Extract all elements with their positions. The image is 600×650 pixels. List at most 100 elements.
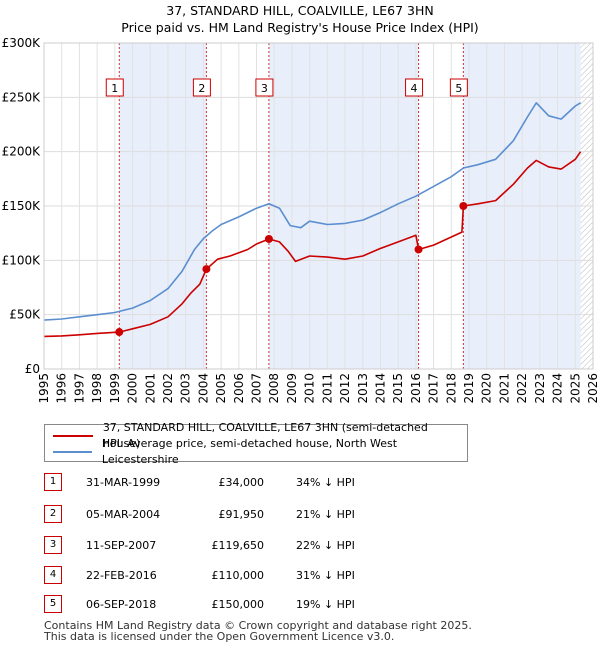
sale-row: 3 11-SEP-2007 £119,650 22% ↓ HPI: [44, 536, 444, 554]
sale-label-frame: [405, 78, 424, 97]
sale-number: 5: [44, 595, 62, 613]
sale-number: 2: [44, 505, 62, 523]
sale-label-box: 2: [192, 78, 211, 97]
sale-date: 05-MAR-2004: [86, 508, 161, 521]
sale-number: 3: [44, 536, 62, 554]
sale-marker: [414, 245, 423, 254]
y-tick-label: £0: [25, 362, 40, 376]
hpi-line: [43, 102, 582, 321]
x-tick-label: 2018: [444, 373, 458, 404]
sale-hpi-diff: 31% ↓ HPI: [296, 569, 355, 582]
sale-number: 1: [44, 473, 62, 491]
x-tick-label: 2000: [126, 373, 140, 404]
legend-line-price: [53, 435, 93, 437]
sale-marker: [264, 234, 273, 243]
x-tick-label: 2025: [568, 373, 582, 404]
x-tick-label: 2015: [391, 373, 405, 404]
x-tick-label: 1995: [37, 373, 51, 404]
sale-label-frame: [255, 78, 274, 97]
x-tick-label: 2008: [267, 373, 281, 404]
footer-licence: This data is licensed under the Open Gov…: [44, 630, 395, 643]
sale-hpi-diff: 34% ↓ HPI: [296, 476, 355, 489]
sale-label-frame: [192, 78, 211, 97]
x-tick-label: 2012: [338, 373, 352, 404]
x-tick-label: 2007: [250, 373, 264, 404]
chart-title-block: 37, STANDARD HILL, COALVILLE, LE67 3HN P…: [0, 2, 600, 36]
y-tick-label: £250K: [2, 90, 42, 104]
sale-marker: [115, 328, 124, 337]
sale-label-box: 4: [405, 78, 424, 97]
y-tick-label: £200K: [2, 145, 42, 159]
sale-date: 31-MAR-1999: [86, 476, 161, 489]
x-tick-label: 2004: [196, 373, 210, 404]
sale-label-frame: [449, 78, 468, 97]
sale-marker: [459, 202, 468, 210]
legend-line-hpi: [53, 451, 92, 453]
sale-number: 4: [44, 566, 62, 584]
legend-label-hpi: HPI: Average price, semi-detached house,…: [101, 437, 398, 466]
x-tick-label: 2019: [462, 373, 476, 404]
sale-price: £119,650: [211, 539, 265, 552]
x-tick-label: 2002: [161, 373, 175, 404]
sale-price: £150,000: [211, 598, 265, 611]
sale-marker: [202, 265, 211, 274]
sale-price: £91,950: [218, 508, 265, 521]
x-tick-label: 2023: [533, 373, 547, 404]
sale-price: £34,000: [218, 476, 265, 489]
plot-frame: [43, 42, 594, 370]
x-tick-label: 1998: [90, 373, 104, 404]
legend-label-price: 37, STANDARD HILL, COALVILLE, LE67 3HN (…: [102, 421, 428, 450]
x-tick-label: 1996: [55, 373, 69, 404]
sale-price: £110,000: [211, 569, 265, 582]
sale-date: 11-SEP-2007: [86, 539, 157, 552]
sale-label-number: 1: [111, 82, 118, 95]
footer-copyright: Contains HM Land Registry data © Crown c…: [44, 619, 472, 632]
sale-row: 4 22-FEB-2016 £110,000 31% ↓ HPI: [44, 566, 444, 584]
sale-row: 5 06-SEP-2018 £150,000 19% ↓ HPI: [44, 595, 444, 613]
x-tick-label: 2017: [427, 373, 441, 404]
sale-label-number: 3: [261, 82, 268, 95]
x-tick-label: 2024: [551, 373, 565, 404]
sale-date: 22-FEB-2016: [86, 569, 157, 582]
sale-hpi-diff: 19% ↓ HPI: [296, 598, 355, 611]
legend-item-price: 37, STANDARD HILL, COALVILLE, LE67 3HN (…: [53, 421, 467, 450]
sale-label-number: 2: [198, 82, 205, 95]
chart-title: 37, STANDARD HILL, COALVILLE, LE67 3HN: [166, 3, 434, 18]
sale-hpi-diff: 22% ↓ HPI: [296, 539, 355, 552]
sale-label-frame: [105, 78, 124, 97]
sale-label-number: 4: [411, 82, 418, 95]
y-tick-label: £50K: [9, 308, 41, 322]
x-tick-label: 1997: [72, 373, 86, 404]
y-tick-label: £300K: [2, 36, 42, 50]
x-tick-label: 2001: [143, 373, 157, 404]
x-tick-label: 2022: [515, 373, 529, 404]
sale-row: 1 31-MAR-1999 £34,000 34% ↓ HPI: [44, 473, 444, 491]
x-tick-label: 2005: [214, 373, 228, 404]
sale-row: 2 05-MAR-2004 £91,950 21% ↓ HPI: [44, 505, 444, 523]
chart-legend: 37, STANDARD HILL, COALVILLE, LE67 3HN (…: [44, 421, 468, 466]
x-tick-label: 1999: [108, 373, 122, 404]
x-tick-label: 2010: [303, 373, 317, 404]
sale-label-number: 5: [455, 82, 462, 95]
price-paid-line: [43, 151, 582, 338]
x-tick-label: 2006: [232, 373, 246, 404]
y-tick-label: £100K: [2, 253, 42, 267]
x-tick-label: 2003: [179, 373, 193, 404]
footer: Contains HM Land Registry data © Crown c…: [44, 620, 472, 642]
legend-item-hpi: HPI: Average price, semi-detached house,…: [53, 437, 467, 466]
sale-date: 06-SEP-2018: [86, 598, 157, 611]
x-tick-label: 2013: [356, 373, 370, 404]
x-tick-label: 2026: [586, 373, 600, 404]
sale-label-box: 5: [449, 78, 468, 97]
sale-label-box: 1: [105, 78, 124, 97]
x-tick-label: 2014: [373, 373, 387, 404]
sale-label-box: 3: [255, 78, 274, 97]
x-tick-label: 2021: [497, 373, 511, 404]
x-tick-label: 2011: [320, 373, 334, 404]
chart-subtitle: Price paid vs. HM Land Registry's House …: [121, 20, 479, 35]
sale-hpi-diff: 21% ↓ HPI: [296, 508, 355, 521]
x-tick-label: 2020: [480, 373, 494, 404]
x-tick-label: 2009: [285, 373, 299, 404]
x-tick-label: 2016: [409, 373, 423, 404]
